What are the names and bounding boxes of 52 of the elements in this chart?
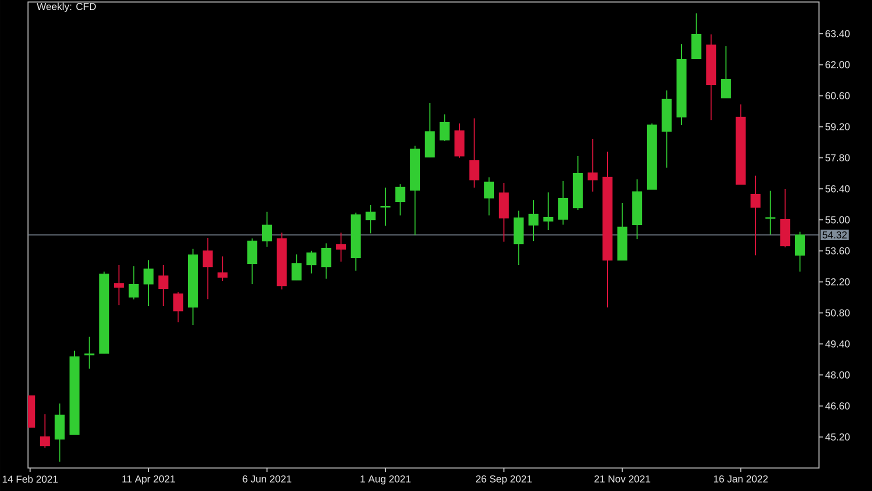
candlestick xyxy=(158,264,168,307)
y-tick-label: 57.80 xyxy=(825,154,850,162)
candlestick xyxy=(336,232,346,262)
candlestick xyxy=(558,180,568,226)
candlestick xyxy=(720,46,731,98)
x-tick-label: 11 Apr 2021 xyxy=(122,475,175,484)
y-tick-label: 50.80 xyxy=(825,309,850,316)
candlestick xyxy=(750,175,761,256)
y-tick-label: 45.20 xyxy=(825,433,850,441)
x-tick-label: 16 Jan 2022 xyxy=(714,475,768,482)
candlestick xyxy=(144,260,154,307)
y-tick-label: 59.20 xyxy=(825,123,850,130)
y-tick-label: 48.00 xyxy=(825,371,850,378)
candlestick xyxy=(247,238,258,285)
candlestick xyxy=(202,237,213,300)
x-tick-label: 1 Aug 2021 xyxy=(360,475,411,484)
candlestick xyxy=(292,254,302,281)
candlestick xyxy=(366,204,376,234)
candlestick xyxy=(380,187,390,226)
chart-title: Weekly: CFD xyxy=(36,2,96,12)
candlestick xyxy=(84,336,94,370)
y-tick-label: 63.40 xyxy=(826,30,850,38)
x-tick-label: 21 Nov 2021 xyxy=(594,475,650,482)
candlestick xyxy=(173,292,184,323)
candlestick xyxy=(543,192,554,230)
x-tick-label: 6 Jun 2021 xyxy=(242,475,292,482)
candlestick xyxy=(321,242,332,280)
candlestick xyxy=(440,114,450,142)
y-tick-label: 46.60 xyxy=(825,402,850,410)
candlestick xyxy=(306,250,316,274)
candlestick xyxy=(218,256,228,282)
candlestick xyxy=(40,414,50,448)
x-tick-label: 14 Feb 2021 xyxy=(2,475,58,483)
y-tick-label: 62.00 xyxy=(826,61,850,68)
candlestick xyxy=(128,266,139,300)
candlestick xyxy=(114,264,124,306)
ref-line-label: 54.32 xyxy=(822,231,847,238)
y-tick-label: 60.60 xyxy=(826,92,850,100)
candlestick xyxy=(528,200,538,242)
candlestick xyxy=(765,190,776,235)
y-tick-label: 53.60 xyxy=(825,247,850,254)
candlestick xyxy=(484,176,494,216)
candlestick xyxy=(262,211,272,248)
y-tick-label: 49.40 xyxy=(825,340,850,348)
x-tick-label: 26 Sep 2021 xyxy=(476,475,532,484)
candlestick xyxy=(588,138,598,192)
y-tick-label: 55.00 xyxy=(825,216,850,224)
y-tick-label: 56.40 xyxy=(825,185,850,192)
candlestick xyxy=(794,231,805,272)
candlestick xyxy=(469,118,480,188)
y-tick-label: 52.20 xyxy=(825,278,850,286)
candlestick xyxy=(395,184,406,216)
